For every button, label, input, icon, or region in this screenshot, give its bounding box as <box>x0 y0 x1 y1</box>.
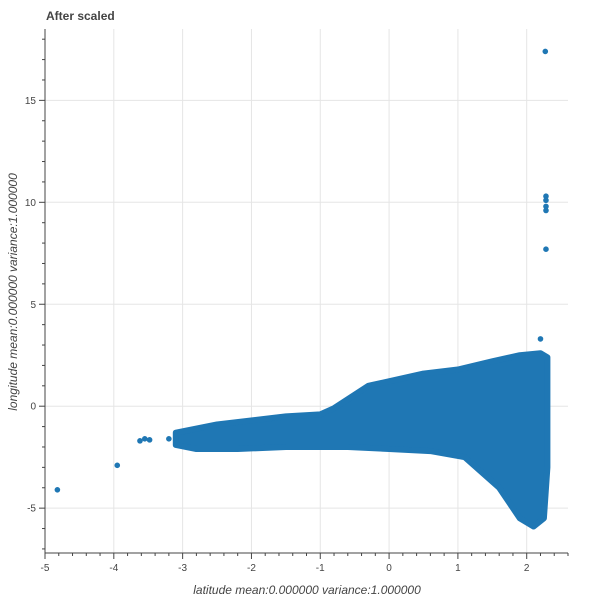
x-tick-label: -4 <box>109 563 118 574</box>
scatter-point <box>543 197 549 204</box>
y-tick-label: 0 <box>30 402 36 413</box>
y-tick-label: 10 <box>25 198 37 209</box>
grid-lines <box>44 29 568 553</box>
scatter-point <box>537 336 544 342</box>
axes: -5 -4 -3 -2 -1 0 1 2 -5 0 5 10 15 <box>25 29 569 574</box>
scatter-point <box>137 438 143 444</box>
x-axis-title: latitude mean:0.000000 variance:1.000000 <box>193 583 421 597</box>
x-tick-label: -2 <box>247 563 256 574</box>
scatter-point <box>141 436 148 442</box>
scatter-point <box>54 486 61 493</box>
x-tick-label: 2 <box>524 563 530 574</box>
x-tick-label: -3 <box>178 563 187 574</box>
scatter-point <box>543 193 549 199</box>
chart-title: After scaled <box>46 9 115 23</box>
x-tick-label: -5 <box>41 563 50 574</box>
x-tick-label: 0 <box>386 563 392 574</box>
scatter-point <box>543 246 549 253</box>
x-tick-label: 1 <box>455 563 461 574</box>
scatter-point <box>166 436 172 442</box>
y-axis-title: longitude mean:0.000000 variance:1.00000… <box>6 173 20 411</box>
scatter-point <box>542 48 549 55</box>
dense-point-cloud <box>172 350 551 530</box>
x-tick-label: -1 <box>316 563 325 574</box>
scatter-point <box>543 203 549 210</box>
y-tick-label: 5 <box>30 300 36 311</box>
y-tick-label: 15 <box>25 96 37 107</box>
scatter-point <box>146 437 153 443</box>
y-tick-label: -5 <box>27 504 36 515</box>
scatter-point <box>114 462 121 469</box>
scatter-points <box>54 48 549 493</box>
dense-region <box>172 350 551 530</box>
scatter-point <box>543 207 549 214</box>
